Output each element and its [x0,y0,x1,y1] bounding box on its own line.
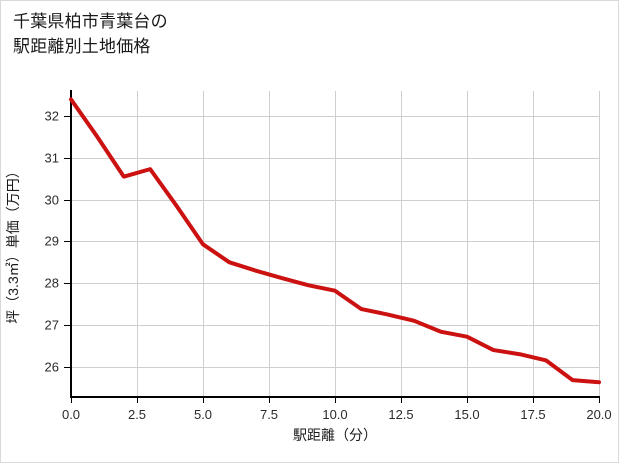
x-tick-mark [467,397,468,403]
x-tick-mark [71,397,72,403]
gridline-vertical [599,91,600,396]
y-tick-mark [64,157,70,159]
x-tick-label: 20.0 [586,407,612,422]
y-axis-title: 坪（3.3㎡）単価（万円） [5,163,21,324]
x-tick-label: 7.5 [259,407,279,422]
y-tick-label: 32 [44,108,59,124]
y-tick-label: 30 [44,192,59,208]
x-tick-label: 15.0 [454,407,480,422]
y-tick-mark [64,366,70,368]
y-tick-mark [64,283,70,285]
gridline-vertical [137,91,138,396]
y-axis-title-container: 坪（3.3㎡）単価（万円） [1,91,25,396]
plot-area: 26 27 28 29 30 31 32 0.0 2.5 5.0 7.5 10.0 12.5 15.0 1… [45,90,612,422]
x-tick-mark [335,397,336,403]
x-tick-label: 10.0 [322,407,348,422]
gridline-vertical [467,91,468,396]
x-axis-title: 駅距離（分） [293,427,377,443]
x-tick-label: 2.5 [127,407,147,422]
y-tick-mark [64,116,70,118]
y-tick-label: 29 [44,233,59,249]
x-tick-mark [533,397,534,403]
y-tick-label: 28 [44,275,59,291]
x-tick-label: 17.5 [520,407,546,422]
gridline-vertical [269,91,270,396]
x-tick-label: 12.5 [388,407,414,422]
y-tick-mark [64,199,70,201]
chart-title: 千葉県柏市青葉台の 駅距離別土地価格 [13,12,168,56]
x-tick-mark [599,397,600,403]
y-tick-mark [64,324,70,326]
gridline-vertical [335,91,336,396]
y-axis-line [70,90,72,397]
gridline-vertical [533,91,534,396]
y-tick-label: 26 [44,359,59,375]
x-tick-label: 5.0 [193,407,213,422]
x-tick-mark [401,397,402,403]
x-tick-mark [269,397,270,403]
y-tick-label: 27 [44,317,59,333]
y-tick-mark [64,241,70,243]
gridline-vertical [401,91,402,396]
y-tick-label: 31 [44,150,59,166]
line-series-svg [69,97,601,385]
x-tick-label: 0.0 [61,407,81,422]
x-tick-mark [137,397,138,403]
line-series-path [69,97,601,385]
x-tick-mark [203,397,204,403]
